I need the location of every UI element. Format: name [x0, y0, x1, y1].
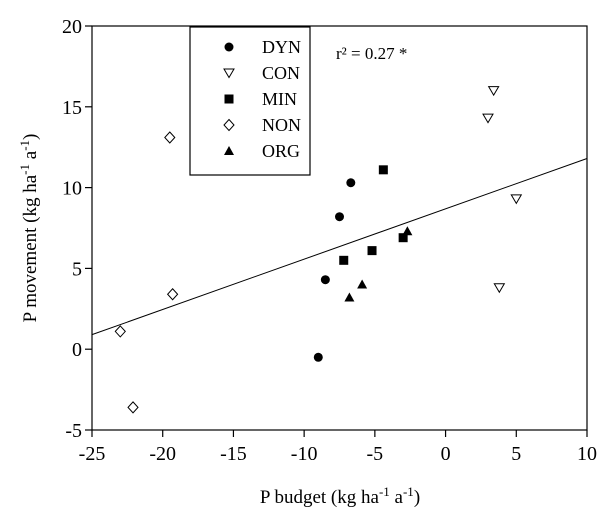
x-tick-label: 10 — [577, 443, 597, 465]
data-point-con — [494, 284, 504, 293]
y-tick-label: 5 — [72, 258, 82, 280]
y-tick-label: 0 — [72, 339, 82, 361]
x-tick-label: -5 — [367, 443, 384, 465]
legend-label-non: NON — [262, 115, 301, 135]
data-point-con — [511, 195, 521, 204]
regression-line — [92, 159, 587, 335]
data-point-org — [344, 292, 354, 301]
y-tick-label: -5 — [65, 420, 82, 442]
data-point-dyn — [314, 353, 323, 362]
r-squared-annotation: r² = 0.27 * — [336, 44, 407, 63]
x-tick-label: -15 — [220, 443, 247, 465]
legend-label-con: CON — [262, 63, 300, 83]
data-point-non — [128, 402, 138, 413]
legend: DYN CON MIN NON ORG — [190, 27, 310, 175]
y-axis-title: P movement (kg ha-1 a-1) — [17, 134, 41, 323]
data-point-con — [483, 114, 493, 123]
data-point-non — [165, 132, 175, 143]
data-point-con — [489, 87, 499, 96]
x-axis-title: P budget (kg ha-1 a-1) — [260, 484, 420, 508]
data-point-min — [379, 165, 388, 174]
data-point-org — [402, 226, 412, 235]
x-tick-label: -10 — [291, 443, 318, 465]
x-tick-label: 0 — [441, 443, 451, 465]
data-points — [115, 87, 521, 413]
y-tick-label: 10 — [62, 178, 82, 200]
data-point-dyn — [335, 212, 344, 221]
data-point-non — [115, 326, 125, 337]
legend-marker-dyn — [225, 43, 234, 52]
y-tick-label: 15 — [62, 97, 82, 119]
data-point-org — [357, 280, 367, 289]
data-point-dyn — [321, 275, 330, 284]
regression-line-group — [92, 159, 587, 335]
axis-ticks: -25 -20 -15 -10 -5 0 5 10 -5 0 5 10 15 20 — [62, 16, 597, 465]
data-point-min — [368, 246, 377, 255]
data-point-dyn — [346, 178, 355, 187]
x-tick-label: 5 — [511, 443, 521, 465]
data-point-min — [339, 256, 348, 265]
plot-frame — [92, 26, 587, 430]
x-tick-label: -20 — [149, 443, 176, 465]
legend-marker-min — [225, 95, 234, 104]
legend-label-dyn: DYN — [262, 37, 301, 57]
data-point-non — [168, 289, 178, 300]
legend-label-org: ORG — [262, 141, 300, 161]
y-tick-label: 20 — [62, 16, 82, 38]
x-tick-label: -25 — [79, 443, 106, 465]
legend-label-min: MIN — [262, 89, 297, 109]
